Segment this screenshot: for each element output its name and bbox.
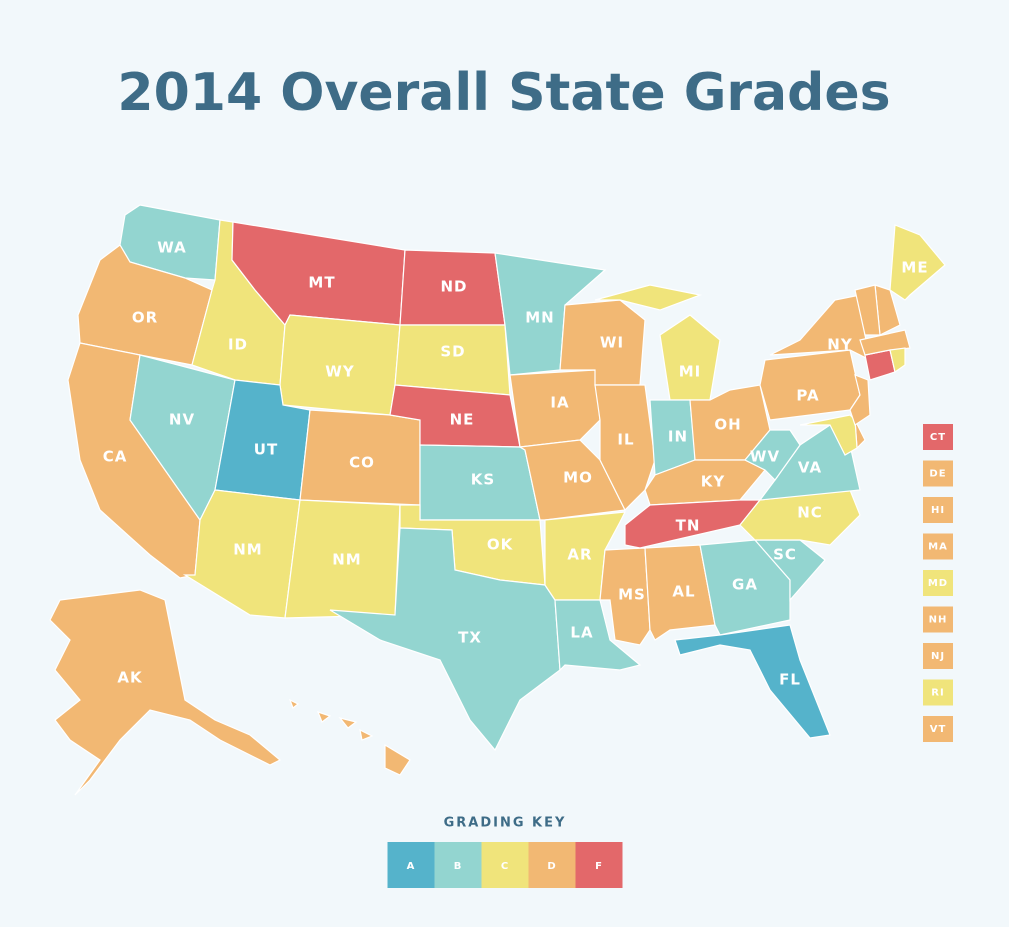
state-shape [329,527,561,752]
state-label: WA [157,239,186,257]
state-shape [49,589,282,796]
state-shape [744,429,801,481]
state-label: KY [701,473,726,491]
state-label: AR [567,546,592,564]
small-state-box [923,460,953,487]
small-state-label: HI [931,505,945,516]
state-label: NE [450,411,475,429]
state-label: WV [750,448,780,466]
state-label: NV [169,411,195,429]
state-label: IN [668,428,688,446]
state-shape [338,716,358,729]
state-label: NY [827,336,853,354]
state-label: OK [487,536,514,554]
state-label: MT [308,274,335,292]
state-shape [889,347,906,374]
state-label: SC [773,546,797,564]
state-shape [288,698,300,709]
small-state-box [923,716,953,742]
state-label: OR [132,309,158,327]
key-label: B [454,861,463,872]
state-shape [594,384,656,512]
state-label: IA [550,394,569,412]
state-shape [359,728,374,741]
state-shape [849,374,871,426]
key-label: A [407,861,416,872]
state-label: OH [714,416,741,434]
key-label: C [501,861,509,872]
small-state-label: NJ [931,651,945,662]
state-shape [594,284,703,311]
state-shape [509,369,601,448]
state-label: UT [254,441,278,459]
key-swatch [387,842,435,888]
state-label: AK [117,669,143,687]
state-label: KS [471,471,495,489]
state-label: IL [617,431,634,449]
state-label: ME [901,259,928,277]
state-label: NM [332,551,361,569]
state-label: NM [233,541,262,559]
state-shape [674,624,831,739]
state-label: NC [797,504,823,522]
small-state-label: MA [928,542,948,553]
state-label: TX [458,629,482,647]
state-label: WY [325,363,355,381]
state-label: LA [570,624,593,642]
state-label: ND [440,278,467,296]
state-label: MS [618,586,646,604]
state-label: CO [349,454,375,472]
title: 2014 Overall State Grades [117,63,890,123]
state-label: SD [440,343,465,361]
state-shape [384,743,411,776]
small-state-box [923,570,953,596]
state-label: PA [796,387,819,405]
small-state-box [923,643,953,669]
state-label: VA [798,459,822,477]
state-label: AL [672,583,695,601]
key-swatch [575,842,623,888]
state-shape [316,711,332,723]
state-shape [554,599,642,672]
key-label: F [595,861,603,872]
small-state-box [923,606,953,633]
state-label: MO [563,469,593,487]
key-label: D [547,861,556,872]
state-label: FL [779,671,801,689]
small-state-box [923,533,953,560]
state-shape [77,244,213,366]
state-label: MN [525,309,554,327]
state-label: GA [732,576,758,594]
small-state-label: RI [931,688,944,699]
small-state-label: VT [930,724,947,735]
small-state-box [923,497,953,523]
state-shape [799,414,858,456]
key-swatch [434,842,482,888]
state-label: MI [679,363,702,381]
key-swatch [481,842,529,888]
state-label: CA [103,448,128,466]
small-state-box [923,424,953,450]
state-label: ID [228,336,248,354]
state-label: TN [676,517,701,535]
small-state-label: MD [928,578,948,589]
key-swatch [528,842,576,888]
state-shape [759,349,861,421]
state-shape [854,284,881,336]
state-shape [518,439,626,521]
state-shape [659,314,721,401]
small-state-label: DE [929,469,946,480]
small-state-label: NH [929,615,948,626]
state-label: WI [600,334,624,352]
small-state-box [923,679,953,706]
small-state-label: CT [930,432,946,443]
key-title: GRADING KEY [444,816,567,831]
